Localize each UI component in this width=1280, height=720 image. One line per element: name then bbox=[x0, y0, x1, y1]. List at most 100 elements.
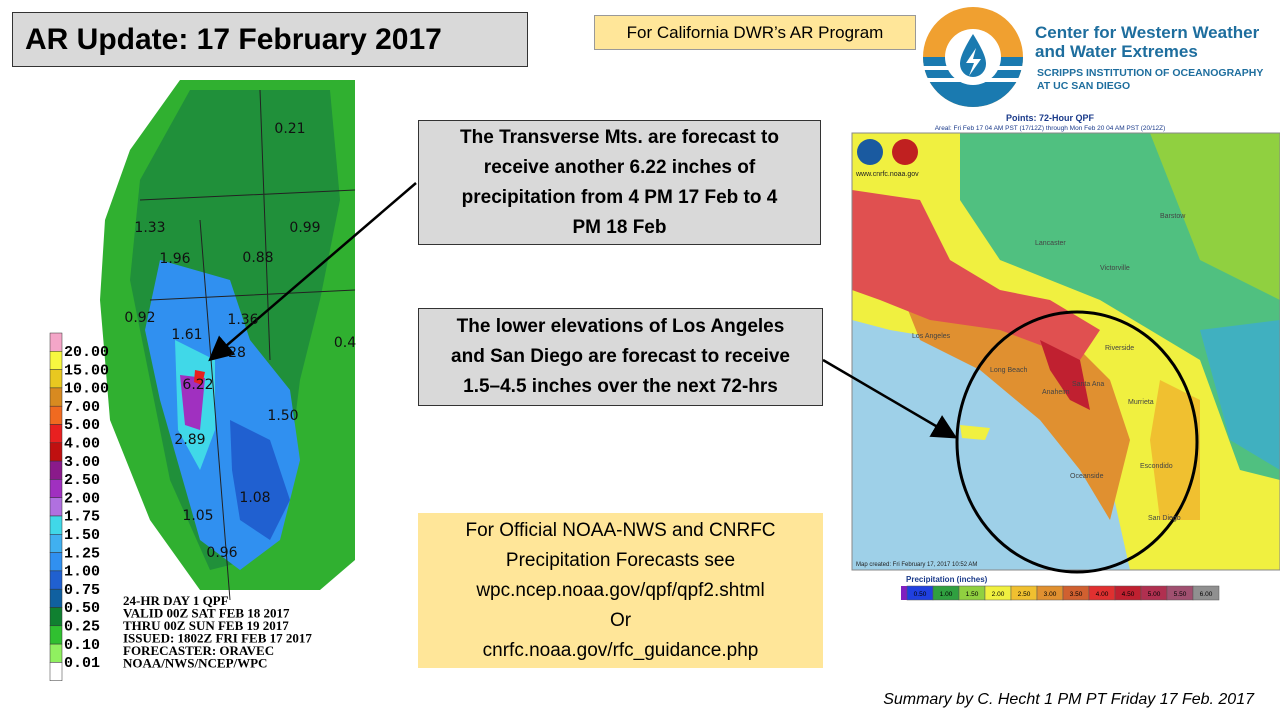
place-label: Oceanside bbox=[1070, 473, 1104, 480]
scale-label: 1.00 bbox=[940, 591, 953, 598]
left-map bbox=[100, 80, 356, 601]
map-area bbox=[180, 375, 205, 430]
scale-label: 3.00 bbox=[1044, 591, 1057, 598]
map-area bbox=[1150, 380, 1200, 520]
point-label: 1.50 bbox=[267, 408, 298, 424]
scale-swatch bbox=[901, 586, 907, 600]
legend-swatch bbox=[49, 588, 63, 608]
legend-swatch bbox=[49, 460, 63, 480]
legend-swatch bbox=[49, 369, 63, 389]
legend-label: 1.75 bbox=[64, 509, 100, 526]
right-map bbox=[851, 132, 1280, 574]
legend-label: 15.00 bbox=[64, 362, 109, 379]
callout-line: 1.5–4.5 inches over the next 72-hrs bbox=[463, 376, 778, 397]
footer: Summary by C. Hecht 1 PM PT Friday 17 Fe… bbox=[883, 691, 1254, 708]
scale-label: 2.50 bbox=[1018, 591, 1031, 598]
official-line: cnrfc.noaa.gov/rfc_guidance.php bbox=[482, 639, 759, 661]
scale-label: 0.50 bbox=[914, 591, 927, 598]
legend-label: 0.01 bbox=[64, 655, 100, 672]
map-created: Map created: Fri February 17, 2017 10:52… bbox=[856, 562, 977, 568]
scale-label: 2.00 bbox=[992, 591, 1005, 598]
map-area bbox=[1150, 133, 1280, 300]
legend-label: 2.50 bbox=[64, 472, 100, 489]
callout-line: receive another 6.22 inches of bbox=[483, 156, 756, 178]
legend-label: 10.00 bbox=[64, 381, 109, 398]
legend-swatch bbox=[49, 515, 63, 535]
place-label: Barstow bbox=[1160, 213, 1186, 220]
legend-swatch bbox=[49, 424, 63, 444]
legend-swatch bbox=[49, 607, 63, 627]
org-sub: SCRIPPS INSTITUTION OF OCEANOGRAPHY bbox=[1037, 67, 1263, 79]
legend-swatch bbox=[49, 552, 63, 572]
point-label: 0.99 bbox=[289, 220, 320, 236]
scale-label: 4.50 bbox=[1122, 591, 1135, 598]
official-line: wpc.ncep.noaa.gov/qpf/qpf2.shtml bbox=[476, 579, 765, 601]
legend-label: 0.75 bbox=[64, 582, 100, 599]
callout-line: precipitation from 4 PM 17 Feb to 4 bbox=[461, 186, 778, 208]
place-label: Los Angeles bbox=[912, 333, 951, 340]
point-label: 1.61 bbox=[171, 327, 202, 343]
org-name: and Water Extremes bbox=[1035, 42, 1198, 61]
map-info: FORECASTER: ORAVEC bbox=[123, 643, 274, 658]
scale-label: 3.50 bbox=[1070, 591, 1083, 598]
scale-title: Precipitation (inches) bbox=[906, 575, 988, 584]
place-label: Riverside bbox=[1105, 345, 1134, 352]
legend-swatch bbox=[49, 534, 63, 553]
map-area bbox=[230, 420, 290, 540]
point-label: 2.89 bbox=[174, 432, 205, 448]
legend-label: 0.50 bbox=[64, 600, 100, 617]
legend-swatch bbox=[49, 442, 63, 462]
legend-swatch bbox=[49, 405, 63, 425]
map-area bbox=[194, 370, 205, 385]
scale-label: 5.00 bbox=[1148, 591, 1161, 598]
legend-swatch bbox=[49, 387, 63, 407]
map-info: ISSUED: 1802Z FRI FEB 17 2017 bbox=[123, 631, 312, 646]
legend-swatch bbox=[49, 479, 63, 498]
callout: The lower elevations of Los Angeles and S… bbox=[418, 308, 823, 406]
title: AR Update: 17 February 2017 bbox=[25, 22, 442, 56]
legend-swatch bbox=[49, 332, 63, 352]
place-label: Santa Ana bbox=[1072, 381, 1104, 388]
map-info: NOAA/NWS/NCEP/WPC bbox=[123, 656, 267, 671]
point-label: 1.96 bbox=[159, 251, 190, 267]
point-label: 6.22 bbox=[182, 377, 213, 393]
scale-label: 1.50 bbox=[966, 591, 979, 598]
legend-swatch bbox=[49, 570, 63, 590]
callout-line: The Transverse Mts. are forecast to bbox=[460, 126, 779, 148]
program-note-text: For California DWR’s AR Program bbox=[626, 22, 884, 42]
callout-line: PM 18 Feb bbox=[572, 216, 667, 238]
map-info: 24-HR DAY 1 QPF bbox=[123, 593, 229, 608]
point-label: 0.4 bbox=[334, 335, 356, 351]
place-label: Anaheim bbox=[1042, 389, 1070, 396]
legend-label: 4.00 bbox=[64, 436, 100, 453]
legend-label: 1.25 bbox=[64, 545, 100, 562]
legend-label: 0.25 bbox=[64, 619, 100, 636]
legend-label: 1.50 bbox=[64, 527, 100, 544]
map-info: THRU 00Z SUN FEB 19 2017 bbox=[123, 618, 289, 633]
noaa-logo bbox=[857, 139, 883, 165]
point-label: 1.33 bbox=[134, 220, 165, 236]
legend-swatch bbox=[49, 625, 63, 645]
place-label: Long Beach bbox=[990, 367, 1027, 374]
map-island bbox=[960, 425, 990, 440]
arrow bbox=[208, 182, 417, 362]
legend-swatch bbox=[49, 662, 63, 681]
official-line: For Official NOAA-NWS and CNRFC bbox=[465, 519, 776, 541]
scale-label: 5.50 bbox=[1174, 591, 1187, 598]
point-label: 0.96 bbox=[206, 545, 237, 561]
highlight-ellipse bbox=[955, 310, 1199, 574]
legend-swatch bbox=[49, 497, 63, 517]
org-sub: AT UC SAN DIEGO bbox=[1037, 80, 1130, 92]
place-label: Escondido bbox=[1140, 463, 1173, 470]
legend-label: 2.00 bbox=[64, 490, 100, 507]
point-label: 28 bbox=[228, 345, 246, 361]
callout-line: The lower elevations of Los Angeles bbox=[456, 316, 785, 337]
scale-swatch bbox=[1192, 585, 1220, 601]
map-subtitle: Areal: Fri Feb 17 04 AM PST (17/12Z) thr… bbox=[935, 125, 1166, 132]
map-borders bbox=[139, 89, 356, 601]
place-label: Lancaster bbox=[1035, 240, 1066, 247]
point-label: 1.05 bbox=[182, 508, 213, 524]
legend-label: 20.00 bbox=[64, 344, 109, 361]
legend-label: 0.10 bbox=[64, 637, 100, 654]
legend-label: 3.00 bbox=[64, 454, 100, 471]
